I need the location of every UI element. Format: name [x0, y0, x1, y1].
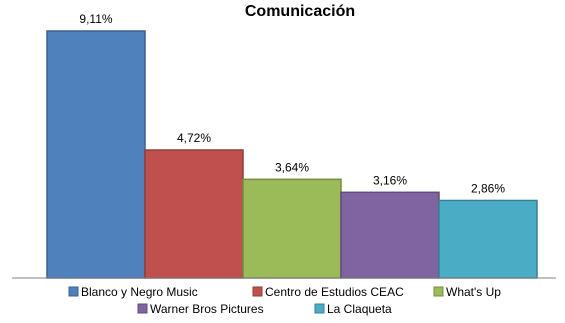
legend-swatch-centro-de-estudios-ceac — [252, 286, 263, 297]
legend-label-blanco-y-negro-music: Blanco y Negro Music — [81, 285, 198, 299]
legend-swatch-warner-bros-pictures — [137, 303, 148, 314]
data-label-what-s-up: 3,64% — [275, 160, 309, 174]
bar-centro-de-estudios-ceac — [144, 149, 244, 279]
legend-swatch-what-s-up — [433, 286, 444, 297]
legend-label-la-claqueta: La Claqueta — [327, 302, 392, 316]
legend-label-centro-de-estudios-ceac: Centro de Estudios CEAC — [265, 285, 404, 299]
bar-blanco-y-negro-music — [46, 30, 146, 279]
bar-warner-bros-pictures — [340, 191, 440, 279]
data-label-la-claqueta: 2,86% — [471, 181, 505, 195]
data-label-centro-de-estudios-ceac: 4,72% — [177, 131, 211, 145]
data-label-blanco-y-negro-music: 9,11% — [79, 12, 112, 26]
legend: Blanco y Negro Music Centro de Estudios C… — [68, 285, 501, 316]
bar-la-claqueta — [438, 199, 538, 279]
legend-swatch-blanco-y-negro-music — [68, 286, 79, 297]
legend-label-warner-bros-pictures: Warner Bros Pictures — [150, 302, 264, 316]
bars-group: 9,11% 4,72% 3,64% 3,16% 2,86% — [46, 12, 538, 279]
bar-what-s-up — [242, 178, 342, 279]
chart-title: Comunicación — [245, 3, 355, 20]
legend-label-what-s-up: What's Up — [446, 285, 501, 299]
legend-swatch-la-claqueta — [314, 303, 325, 314]
data-label-warner-bros-pictures: 3,16% — [373, 173, 407, 187]
